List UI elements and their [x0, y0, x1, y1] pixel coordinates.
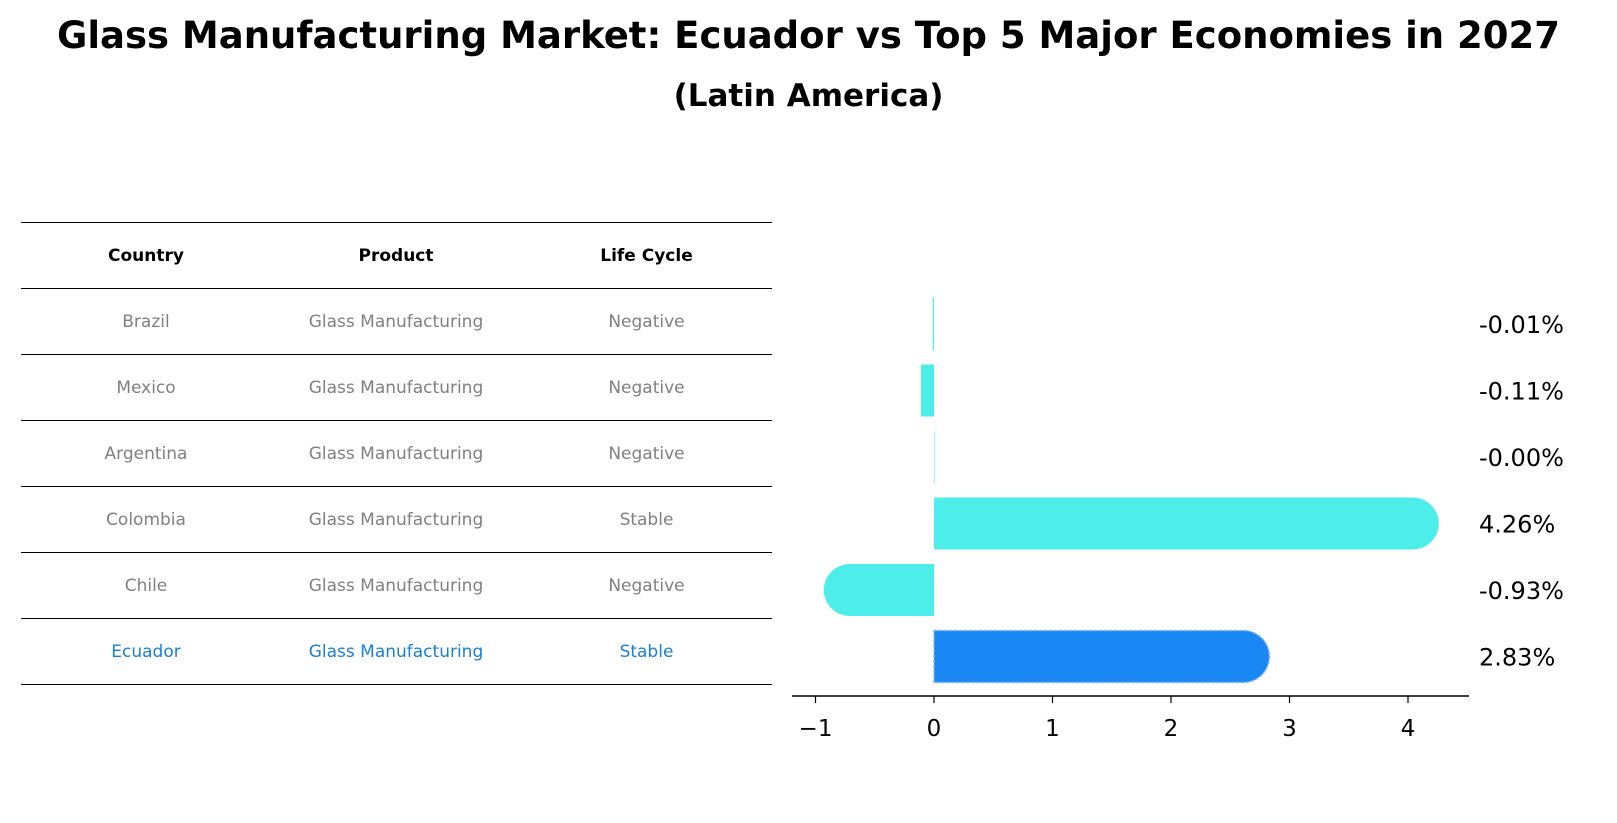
table-row: Chile Glass Manufacturing Negative — [21, 552, 772, 618]
x-tick-label: 3 — [1282, 716, 1297, 742]
bar-brazil — [932, 298, 934, 350]
x-tick-label: 1 — [1045, 716, 1060, 742]
header-country: Country — [108, 245, 184, 266]
cell-life-cycle: Negative — [608, 443, 685, 464]
cell-product: Glass Manufacturing — [308, 641, 484, 662]
table-header-row: Country Product Life Cycle — [21, 222, 772, 288]
table-row: Colombia Glass Manufacturing Stable — [21, 486, 772, 552]
table-row: Brazil Glass Manufacturing Negative — [21, 288, 772, 354]
cell-product: Glass Manufacturing — [308, 311, 484, 332]
cell-life-cycle: Negative — [608, 575, 685, 596]
cell-product: Glass Manufacturing — [308, 575, 484, 596]
bar-chile — [823, 564, 934, 616]
x-tick-label: 2 — [1164, 716, 1179, 742]
value-label-brazil: -0.01% — [1479, 311, 1564, 339]
header-life-cycle: Life Cycle — [600, 245, 693, 266]
value-label-chile: -0.93% — [1479, 577, 1564, 605]
cell-country: Colombia — [106, 509, 186, 530]
cell-life-cycle: Stable — [619, 641, 674, 662]
x-tick-label: 4 — [1401, 716, 1416, 742]
table-row: Argentina Glass Manufacturing Negative — [21, 420, 772, 486]
value-label-colombia: 4.26% — [1479, 511, 1555, 539]
chart-title: Glass Manufacturing Market: Ecuador vs T… — [56, 14, 1561, 57]
value-label-mexico: -0.11% — [1479, 378, 1564, 406]
cell-country: Chile — [124, 575, 168, 596]
bar-argentina — [934, 431, 935, 483]
bar-mexico — [920, 364, 934, 417]
bar-colombia — [934, 497, 1439, 550]
table-row: Mexico Glass Manufacturing Negative — [21, 354, 772, 420]
x-tick-label: −1 — [799, 716, 833, 742]
bar-ecuador — [933, 629, 1271, 684]
country-table: Country Product Life Cycle Brazil Glass … — [21, 222, 772, 685]
chart-subtitle: (Latin America) — [673, 78, 944, 114]
value-label-ecuador: 2.83% — [1479, 644, 1555, 672]
cell-product: Glass Manufacturing — [308, 509, 484, 530]
cell-country: Mexico — [116, 377, 176, 398]
cell-product: Glass Manufacturing — [308, 377, 484, 398]
table-row-highlight: Ecuador Glass Manufacturing Stable — [21, 618, 772, 685]
x-tick-label: 0 — [927, 716, 942, 742]
cell-life-cycle: Negative — [608, 311, 685, 332]
cell-country: Ecuador — [111, 641, 181, 662]
cell-product: Glass Manufacturing — [308, 443, 484, 464]
cell-country: Argentina — [104, 443, 188, 464]
cell-country: Brazil — [122, 311, 170, 332]
cell-life-cycle: Negative — [608, 377, 685, 398]
cell-life-cycle: Stable — [619, 509, 674, 530]
value-label-argentina: -0.00% — [1479, 444, 1564, 472]
header-product: Product — [358, 245, 434, 266]
